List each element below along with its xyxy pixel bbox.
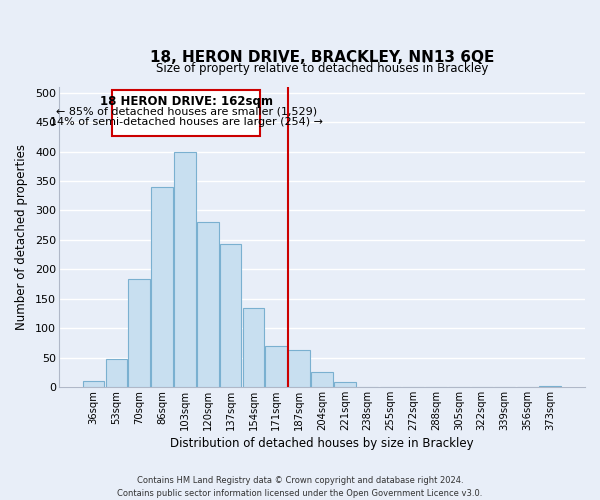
Bar <box>265 346 287 387</box>
Bar <box>197 222 218 387</box>
FancyBboxPatch shape <box>112 90 260 136</box>
Bar <box>106 360 127 387</box>
Bar <box>539 386 561 387</box>
Bar <box>311 372 333 387</box>
Bar <box>128 280 150 387</box>
Bar <box>151 187 173 387</box>
Text: ← 85% of detached houses are smaller (1,529): ← 85% of detached houses are smaller (1,… <box>56 106 317 117</box>
Text: 14% of semi-detached houses are larger (254) →: 14% of semi-detached houses are larger (… <box>50 117 323 127</box>
Text: 18 HERON DRIVE: 162sqm: 18 HERON DRIVE: 162sqm <box>100 94 272 108</box>
Bar <box>220 244 241 387</box>
Bar <box>288 350 310 387</box>
Text: Size of property relative to detached houses in Brackley: Size of property relative to detached ho… <box>156 62 488 75</box>
Title: 18, HERON DRIVE, BRACKLEY, NN13 6QE: 18, HERON DRIVE, BRACKLEY, NN13 6QE <box>150 50 494 65</box>
Bar <box>242 308 264 387</box>
X-axis label: Distribution of detached houses by size in Brackley: Distribution of detached houses by size … <box>170 437 474 450</box>
Y-axis label: Number of detached properties: Number of detached properties <box>15 144 28 330</box>
Bar <box>83 381 104 387</box>
Bar <box>334 382 356 387</box>
Bar <box>174 152 196 387</box>
Text: Contains HM Land Registry data © Crown copyright and database right 2024.
Contai: Contains HM Land Registry data © Crown c… <box>118 476 482 498</box>
